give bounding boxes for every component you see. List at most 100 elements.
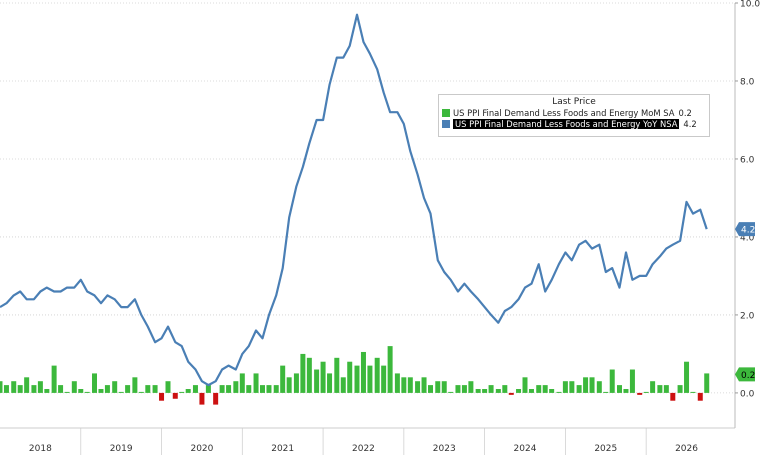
legend-title: Last Price xyxy=(552,97,596,107)
bar-46 xyxy=(306,357,312,393)
bar-79 xyxy=(528,389,534,393)
bar-66 xyxy=(441,381,447,393)
bar-35 xyxy=(233,381,239,393)
bar-83 xyxy=(556,391,562,393)
legend-entry-yoy: US PPI Final Demand Less Foods and Energ… xyxy=(442,118,709,129)
bar-49 xyxy=(327,373,333,393)
bar-44 xyxy=(293,373,299,393)
x-tick-label-0: 2018 xyxy=(29,444,52,454)
bar-70 xyxy=(468,381,474,393)
bar-80 xyxy=(536,385,542,393)
bar-89 xyxy=(596,381,602,393)
last-label-yoy-text: 4.2 xyxy=(741,226,755,236)
bar-5 xyxy=(31,385,37,393)
bar-43 xyxy=(286,377,292,393)
bar-72 xyxy=(482,389,488,393)
bar-96 xyxy=(643,391,649,393)
yoy-line xyxy=(0,13,708,387)
bar-37 xyxy=(246,385,252,393)
bar-105 xyxy=(704,373,710,393)
bar-59 xyxy=(394,373,400,393)
bar-65 xyxy=(435,381,441,393)
bar-48 xyxy=(320,361,326,393)
legend: Last Price US PPI Final Demand Less Food… xyxy=(438,94,710,137)
bar-39 xyxy=(260,385,265,393)
bar-0 xyxy=(0,381,3,393)
bar-97 xyxy=(650,381,656,393)
bar-25 xyxy=(165,381,171,393)
y-tick-label-0: 0.0 xyxy=(740,389,755,399)
bar-82 xyxy=(549,389,555,393)
bar-13 xyxy=(84,391,90,393)
y-tick-label-4: 8.0 xyxy=(740,77,755,87)
y-tick-label-5: 10.0 xyxy=(740,0,760,10)
x-tick-label-5: 2023 xyxy=(433,444,456,454)
legend-label-mom: US PPI Final Demand Less Foods and Energ… xyxy=(453,107,675,118)
bar-1 xyxy=(3,385,9,393)
bar-6 xyxy=(37,381,43,393)
bar-8 xyxy=(51,365,57,393)
bar-30 xyxy=(199,392,205,405)
legend-swatch-yoy xyxy=(442,119,450,128)
bar-77 xyxy=(516,389,522,393)
bar-57 xyxy=(381,365,387,393)
bar-98 xyxy=(657,385,663,393)
bar-64 xyxy=(428,385,433,393)
last-label-mom-text: 0.2 xyxy=(741,371,755,381)
bar-36 xyxy=(239,373,245,393)
bar-62 xyxy=(415,381,421,393)
x-tick-label-7: 2025 xyxy=(594,444,617,454)
bar-19 xyxy=(125,385,131,393)
x-axis: 2018 2019 2020 2021 2022 2023 2024 2025 2026 xyxy=(29,444,698,454)
bar-84 xyxy=(562,381,568,393)
bar-52 xyxy=(347,361,353,393)
bar-92 xyxy=(617,385,622,393)
bar-63 xyxy=(421,377,427,393)
y-tick-label-3: 6.0 xyxy=(740,155,755,165)
bar-21 xyxy=(138,391,144,393)
last-label-mom: 0.2 xyxy=(735,367,755,382)
bar-55 xyxy=(367,365,373,393)
bar-102 xyxy=(684,361,690,393)
bar-27 xyxy=(179,391,185,393)
bar-23 xyxy=(152,385,158,393)
bar-40 xyxy=(266,385,272,393)
bar-31 xyxy=(205,385,211,393)
bar-68 xyxy=(455,385,461,393)
x-tick-label-2: 2020 xyxy=(190,444,213,454)
bar-75 xyxy=(502,385,508,393)
bar-67 xyxy=(448,391,454,393)
bar-58 xyxy=(387,346,393,393)
bar-41 xyxy=(273,385,279,393)
last-label-yoy-bg xyxy=(735,222,755,237)
bar-20 xyxy=(132,377,138,393)
bar-50 xyxy=(334,357,340,393)
bar-95 xyxy=(637,392,643,395)
bar-15 xyxy=(98,389,104,393)
bar-103 xyxy=(690,391,696,393)
bar-14 xyxy=(92,373,97,393)
bar-12 xyxy=(78,389,84,393)
legend-label-yoy: US PPI Final Demand Less Foods and Energ… xyxy=(453,118,680,129)
bar-29 xyxy=(192,385,198,393)
legend-entry-mom: US PPI Final Demand Less Foods and Energ… xyxy=(442,107,709,118)
bar-93 xyxy=(623,389,629,393)
bar-76 xyxy=(508,392,514,395)
bar-34 xyxy=(226,385,232,393)
bar-45 xyxy=(300,353,306,393)
last-label-mom-bg xyxy=(735,367,755,382)
bar-32 xyxy=(213,392,219,405)
x-tick-label-4: 2022 xyxy=(352,444,375,454)
bar-51 xyxy=(340,377,346,393)
bar-54 xyxy=(360,351,366,393)
bar-10 xyxy=(64,391,70,393)
bar-104 xyxy=(697,392,703,401)
bar-91 xyxy=(609,369,615,393)
bar-74 xyxy=(495,389,501,393)
bar-24 xyxy=(159,392,165,401)
bar-56 xyxy=(374,357,380,393)
bar-18 xyxy=(118,391,124,393)
bar-69 xyxy=(461,385,467,393)
